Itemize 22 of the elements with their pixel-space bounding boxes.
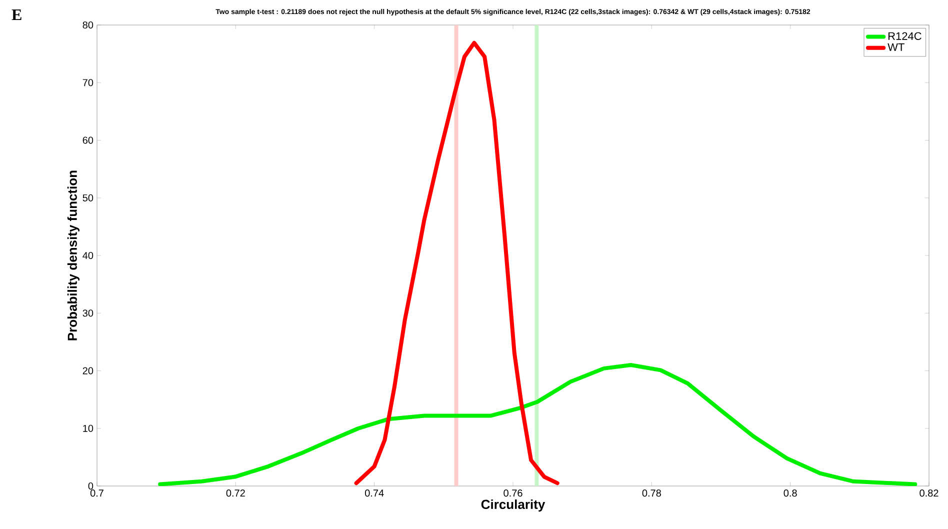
legend-label: R124C bbox=[888, 32, 922, 40]
x-tick-label: 0.74 bbox=[364, 490, 384, 497]
x-axis-title: Circularity bbox=[481, 499, 546, 512]
line-series bbox=[354, 40, 560, 486]
y-tick-label: 20 bbox=[82, 367, 94, 374]
x-tick-label: 0.76 bbox=[504, 490, 522, 497]
legend-label: WT bbox=[888, 43, 904, 51]
y-tick-label: 40 bbox=[82, 252, 94, 260]
text: E bbox=[12, 10, 22, 20]
y-tick-label: 30 bbox=[82, 310, 94, 317]
x-tick-label: 0.72 bbox=[226, 490, 245, 497]
x-tick-label: 0.8 bbox=[784, 490, 797, 497]
y-tick-label: 70 bbox=[82, 79, 94, 86]
y-tick-label: 0 bbox=[88, 482, 94, 490]
y-tick-label: 10 bbox=[83, 424, 94, 432]
y-tick-label: 80 bbox=[82, 21, 94, 29]
y-tick-label: 60 bbox=[82, 136, 94, 144]
x-tick-label: 0.7 bbox=[90, 490, 104, 497]
y-axis-title: Probability density function bbox=[67, 170, 80, 340]
y-tick-label: 50 bbox=[82, 194, 94, 202]
x-tick-label: 0.78 bbox=[642, 490, 661, 497]
x-tick-label: 0.82 bbox=[920, 490, 938, 497]
